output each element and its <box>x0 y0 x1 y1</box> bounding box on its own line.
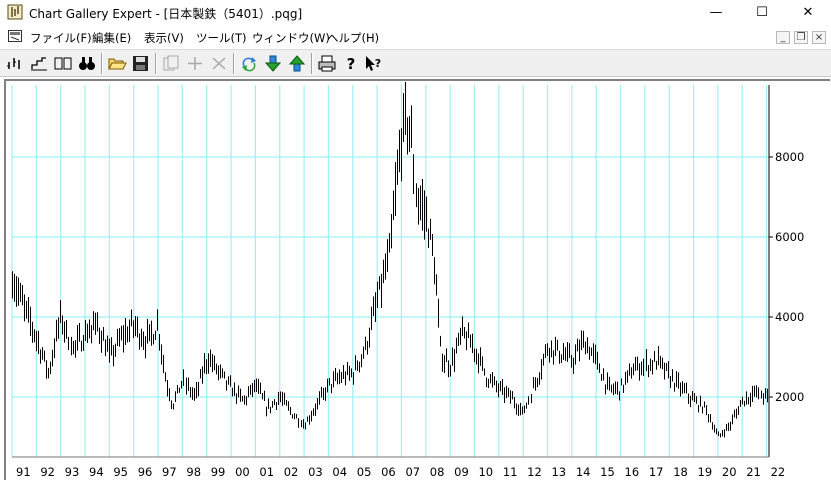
y-tick-label: 6000 <box>775 230 804 244</box>
x-tick-label: 22 <box>771 465 786 479</box>
menu-help[interactable]: ヘルプ(H) <box>327 31 380 45</box>
close-button[interactable]: ✕ <box>802 5 814 20</box>
toolbar-separator <box>155 53 157 74</box>
x-tick-label: 03 <box>308 465 323 479</box>
menu-edit[interactable]: 編集(E) <box>92 31 132 45</box>
toolbar: ? ? <box>0 49 831 77</box>
menu-window[interactable]: ウィンドウ(W) <box>252 31 330 45</box>
x-tick-label: 19 <box>698 465 713 479</box>
x-tick-label: 06 <box>381 465 396 479</box>
x-tick-label: 09 <box>454 465 469 479</box>
y-tick-label: 4000 <box>775 310 804 324</box>
x-tick-label: 08 <box>430 465 445 479</box>
context-help-icon[interactable]: ? <box>362 53 384 74</box>
x-tick-label: 91 <box>16 465 31 479</box>
x-tick-label: 98 <box>186 465 201 479</box>
x-tick-label: 11 <box>503 465 518 479</box>
x-tick-label: 12 <box>527 465 542 479</box>
x-tick-label: 99 <box>211 465 226 479</box>
x-tick-label: 02 <box>284 465 299 479</box>
download-icon[interactable] <box>262 53 284 74</box>
x-tick-label: 20 <box>722 465 737 479</box>
chart-area: 91 92 93 94 95 96 97 98 99 00 01 02 03 04 05 06 07 08 09 10… <box>4 79 830 480</box>
upload-icon[interactable] <box>286 53 308 74</box>
window-title: Chart Gallery Expert - [日本製鉄（5401）.pqg] <box>29 7 303 21</box>
x-tick-label: 15 <box>600 465 615 479</box>
save-disk-icon[interactable] <box>130 53 152 74</box>
x-tick-label: 94 <box>89 465 104 479</box>
mdi-minimize-button[interactable]: _ <box>776 31 790 44</box>
chart-gallery-app-icon <box>7 4 23 20</box>
x-tick-label: 92 <box>40 465 55 479</box>
mdi-close-button[interactable]: × <box>812 31 826 44</box>
svg-text:?: ? <box>375 57 381 70</box>
x-tick-label: 10 <box>478 465 493 479</box>
x-tick-label: 07 <box>405 465 420 479</box>
print-icon[interactable] <box>316 53 338 74</box>
menu-view[interactable]: 表示(V) <box>144 31 184 45</box>
document-icon[interactable] <box>8 30 22 42</box>
refresh-icon[interactable] <box>238 53 260 74</box>
minimize-button[interactable]: — <box>709 5 723 20</box>
menu-tools[interactable]: ツール(T) <box>196 31 247 45</box>
y-tick-label: 2000 <box>775 390 804 404</box>
bar-chart-icon[interactable] <box>4 53 26 74</box>
help-icon[interactable]: ? <box>340 53 362 74</box>
open-folder-icon[interactable] <box>106 53 128 74</box>
x-tick-label: 05 <box>357 465 372 479</box>
x-tick-label: 14 <box>576 465 591 479</box>
x-tick-label: 95 <box>113 465 128 479</box>
compare-icon[interactable] <box>52 53 74 74</box>
x-tick-label: 01 <box>259 465 274 479</box>
x-tick-label: 04 <box>332 465 347 479</box>
step-chart-icon[interactable] <box>28 53 50 74</box>
menu-bar: ファイル(F) 編集(E) 表示(V) ツール(T) ウィンドウ(W) ヘルプ(… <box>0 27 831 48</box>
menu-file[interactable]: ファイル(F) <box>30 31 92 45</box>
binoculars-icon[interactable] <box>76 53 98 74</box>
x-tick-label: 96 <box>138 465 153 479</box>
mdi-restore-button[interactable]: ❐ <box>794 31 808 44</box>
remove-icon[interactable] <box>208 53 230 74</box>
toolbar-separator <box>311 53 313 74</box>
copy-icon[interactable] <box>160 53 182 74</box>
price-chart: 91 92 93 94 95 96 97 98 99 00 01 02 03 04 05 06 07 08 09 10… <box>11 81 804 479</box>
x-tick-label: 17 <box>649 465 664 479</box>
x-tick-label: 16 <box>625 465 640 479</box>
svg-text:?: ? <box>347 55 356 73</box>
toolbar-separator <box>233 53 235 74</box>
maximize-button[interactable]: ☐ <box>756 5 768 20</box>
x-tick-label: 18 <box>673 465 688 479</box>
y-tick-label: 8000 <box>775 150 804 164</box>
title-bar: Chart Gallery Expert - [日本製鉄（5401）.pqg] … <box>0 0 831 26</box>
x-tick-label: 97 <box>162 465 177 479</box>
x-tick-label: 93 <box>65 465 80 479</box>
toolbar-separator <box>101 53 103 74</box>
add-icon[interactable] <box>184 53 206 74</box>
x-tick-label: 21 <box>746 465 761 479</box>
x-tick-label: 13 <box>551 465 566 479</box>
x-tick-label: 00 <box>235 465 250 479</box>
